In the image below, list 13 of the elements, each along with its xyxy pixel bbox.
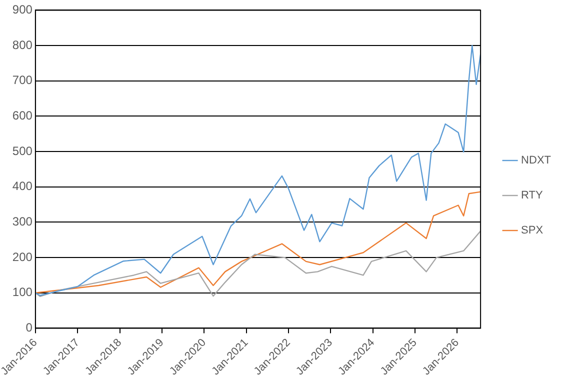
y-tick-label: 900 — [12, 2, 33, 17]
y-tick-label: 500 — [12, 144, 33, 158]
y-tick-label: 400 — [12, 179, 33, 194]
y-tick-label: 100 — [12, 285, 33, 300]
y-tick-label: 200 — [12, 250, 33, 264]
y-tick-label: 700 — [12, 73, 33, 88]
legend-label: NDXT — [521, 154, 552, 167]
y-tick-label: 300 — [12, 214, 33, 229]
y-tick-label: 800 — [12, 38, 33, 52]
y-tick-label: 0 — [26, 320, 33, 335]
legend-label: RTY — [521, 190, 544, 202]
y-tick-label: 600 — [12, 108, 33, 123]
legend-label: SPX — [521, 224, 544, 237]
